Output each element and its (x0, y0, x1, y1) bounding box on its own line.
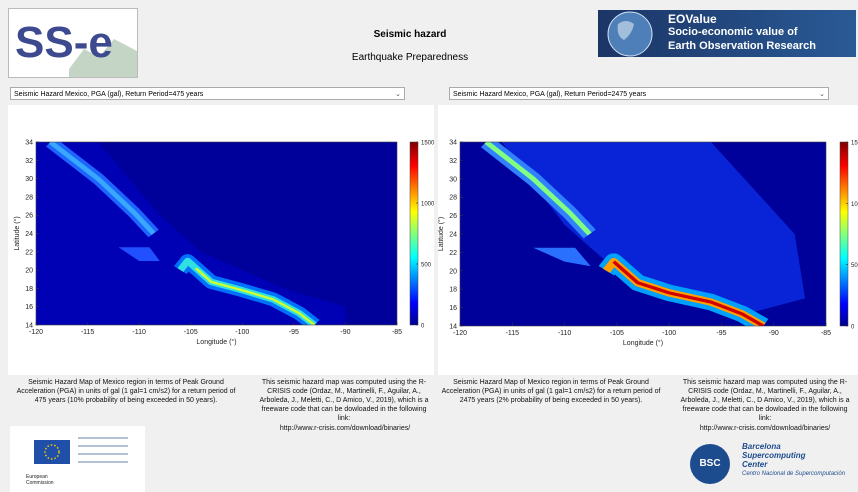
y-tick-label: 20 (449, 268, 457, 275)
page-subtitle: Earthquake Preparedness (351, 52, 469, 63)
ss-e-logo: SS-e (8, 8, 138, 78)
y-tick-label: 30 (449, 176, 457, 183)
heat-shape (194, 267, 316, 325)
dropdown-text: Seismic Hazard Mexico, PGA (gal), Return… (453, 91, 647, 98)
heat-shape (533, 247, 591, 267)
colorbar (839, 141, 849, 327)
logo-art: SS-e (15, 18, 137, 77)
logo-text: SS-e (15, 18, 113, 67)
y-tick-label: 24 (449, 232, 457, 239)
y-tick-label: 32 (449, 158, 457, 165)
note: This seismic hazard map was computed usi… (680, 379, 850, 422)
bsc-name: Barcelona Supercomputing Center (742, 442, 806, 469)
globe (607, 11, 653, 57)
banner-line: Earth Observation Research (668, 40, 816, 52)
x-tick-label: -110 (558, 330, 572, 337)
x-tick-label: -90 (340, 329, 350, 336)
x-tick-label: -85 (821, 330, 831, 337)
x-tick-label: -115 (506, 330, 520, 337)
note: This seismic hazard map was computed usi… (259, 379, 429, 422)
y-tick-label: 32 (25, 158, 33, 165)
bsc-line: Center (742, 460, 768, 469)
heat-shape (612, 260, 765, 326)
bsc-line: Barcelona (742, 442, 781, 451)
y-tick-label: 16 (25, 304, 33, 311)
x-tick-label: -95 (716, 330, 726, 337)
ec-line: Commission (26, 480, 54, 486)
eovalue-banner: EOValue Socio-economic value of Earth Ob… (598, 10, 856, 57)
x-axis-label: Longitude (°) (623, 339, 663, 347)
heat-shape (484, 142, 592, 236)
x-tick-label: -120 (29, 329, 43, 336)
y-tick-label: 18 (25, 286, 33, 293)
y-tick-label: 14 (25, 323, 33, 330)
colorbar (409, 141, 419, 326)
heat-shape (118, 247, 160, 261)
bsc-line: Supercomputing (742, 451, 806, 460)
link: http://www.r-crisis.com/download/binarie… (699, 425, 831, 432)
y-tick-label: 30 (25, 176, 33, 183)
x-tick-label: -85 (392, 329, 402, 336)
x-tick-label: -100 (662, 330, 676, 337)
dropdown-text: Seismic Hazard Mexico, PGA (gal), Return… (14, 91, 204, 98)
y-axis-label: Latitude (°) (438, 217, 445, 251)
y-tick-label: 24 (25, 231, 33, 238)
y-tick-label: 28 (25, 194, 33, 201)
logo-map (69, 39, 137, 77)
y-tick-label: 20 (25, 268, 33, 275)
banner-title: EOValue (668, 12, 717, 26)
dropdown[interactable]: Seismic Hazard Mexico, PGA (gal), Return… (10, 87, 405, 100)
x-tick-label: -105 (184, 329, 198, 336)
y-tick-label: 26 (449, 213, 457, 220)
x-tick-label: -100 (235, 329, 249, 336)
colorbar-tick-label: 1500 (421, 141, 434, 147)
y-tick-label: 14 (449, 324, 457, 331)
colorbar-tick-label: 1000 (421, 202, 434, 208)
y-tick-label: 22 (25, 249, 33, 256)
banner-line: Socio-economic value of (668, 26, 798, 38)
colorbar-tick-label: 1000 (851, 202, 858, 208)
y-tick-label: 22 (449, 250, 457, 257)
x-tick-label: -95 (289, 329, 299, 336)
plot-panel: -120 -115 -110 -105 -100 -95 -90 -85 14 16 18 20 22 2… (438, 105, 858, 375)
bsc-badge: BSC (690, 444, 730, 484)
x-tick-label: -110 (132, 329, 146, 336)
page-title: Seismic hazard (373, 29, 447, 40)
colorbar-tick-label: 500 (851, 263, 858, 269)
colorbar-tick-label: 0 (421, 324, 425, 330)
ec-art (34, 437, 128, 464)
y-tick-label: 34 (25, 140, 33, 147)
ec-line: European (26, 474, 48, 480)
heatmap (460, 142, 826, 326)
bsc-logo: BSC Barcelona Supercomputing Center Centro… (686, 440, 858, 492)
y-axis-label: Latitude (°) (13, 216, 21, 250)
y-tick-label: 16 (449, 305, 457, 312)
ec-text: European Commission (26, 474, 54, 486)
dropdown[interactable]: Seismic Hazard Mexico, PGA (gal), Return… (449, 87, 829, 100)
colorbar-tick-label: 500 (421, 263, 432, 269)
ec-logo: European Commission (10, 426, 145, 492)
y-tick-label: 18 (449, 287, 457, 294)
x-tick-label: -115 (81, 329, 95, 336)
caption: Seismic Hazard Map of Mexico region in t… (441, 379, 661, 404)
link: http://www.r-crisis.com/download/binarie… (279, 425, 411, 432)
y-tick-label: 28 (449, 195, 457, 202)
heatmap (36, 142, 397, 325)
plot-panel: -120 -115 -110 -105 -100 -95 -90 -85 14 16 18 20 22 2… (8, 105, 434, 375)
heat-shape (48, 142, 156, 235)
bsc-sub: Centro Nacional de Supercomputación (742, 471, 846, 477)
y-tick-label: 26 (25, 213, 33, 220)
colorbar-tick-label: 0 (851, 325, 855, 331)
x-tick-label: -105 (610, 330, 624, 337)
colorbar-tick-label: 1500 (851, 141, 858, 147)
x-axis-label: Longitude (°) (196, 338, 236, 346)
x-tick-label: -90 (769, 330, 779, 337)
y-tick-label: 34 (449, 140, 457, 147)
caption: Seismic Hazard Map of Mexico region in t… (16, 379, 236, 404)
heat-shape (501, 142, 806, 313)
x-tick-label: -120 (453, 330, 467, 337)
